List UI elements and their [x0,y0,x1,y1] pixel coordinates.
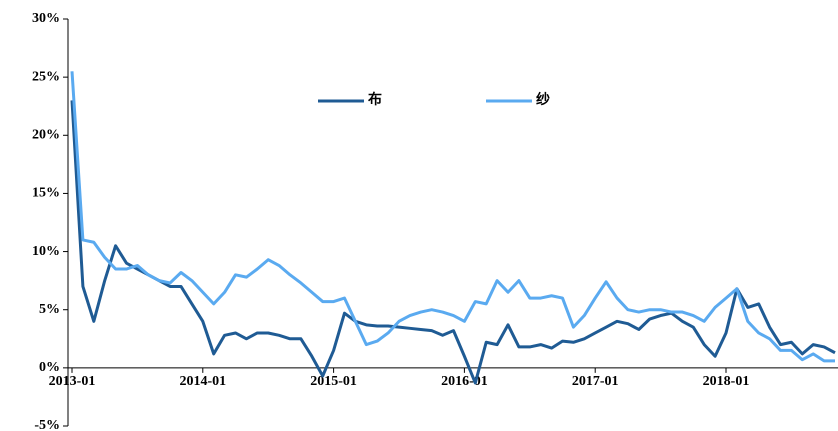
series-line [70,71,835,363]
y-tick-label: -5% [34,418,60,431]
series-line [70,100,836,385]
legend-label: 纱 [536,92,550,108]
x-tick-label: 2015-01 [310,374,357,389]
x-tick-label: 2017-01 [572,374,619,389]
y-tick-label: 30% [32,11,60,26]
y-tick-label: 25% [32,69,60,84]
y-tick-label: 0% [39,360,60,375]
legend-label: 布 [368,91,382,108]
y-tick-label: 5% [39,302,60,317]
y-tick-label: 10% [32,244,60,259]
y-tick-label: 15% [32,186,60,201]
x-tick-label: 2013-01 [49,374,96,389]
x-tick-label: 2018-01 [703,374,750,389]
x-tick-label: 2014-01 [179,374,226,389]
x-tick-label: 2016-01 [441,374,488,389]
y-tick-label: 20% [32,128,60,143]
